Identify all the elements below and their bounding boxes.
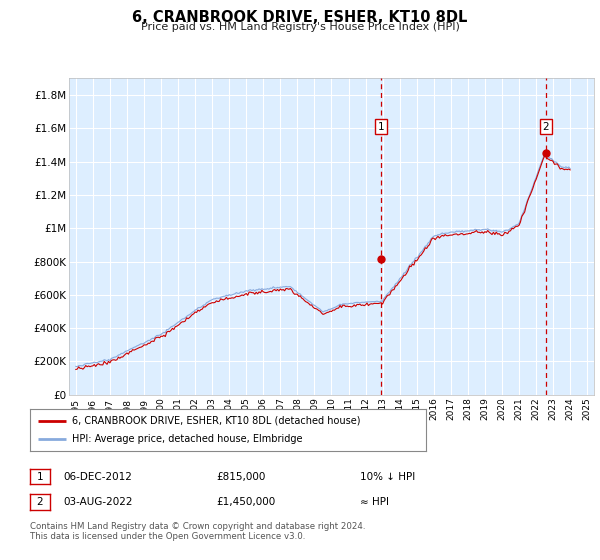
- Text: 6, CRANBROOK DRIVE, ESHER, KT10 8DL: 6, CRANBROOK DRIVE, ESHER, KT10 8DL: [133, 10, 467, 25]
- Text: 1: 1: [37, 472, 43, 482]
- Text: 6, CRANBROOK DRIVE, ESHER, KT10 8DL (detached house): 6, CRANBROOK DRIVE, ESHER, KT10 8DL (det…: [71, 416, 360, 426]
- Text: 10% ↓ HPI: 10% ↓ HPI: [360, 472, 415, 482]
- Text: £815,000: £815,000: [216, 472, 265, 482]
- Text: 1: 1: [378, 122, 385, 132]
- Text: 06-DEC-2012: 06-DEC-2012: [63, 472, 132, 482]
- Text: 2: 2: [542, 122, 549, 132]
- Text: Contains HM Land Registry data © Crown copyright and database right 2024.
This d: Contains HM Land Registry data © Crown c…: [30, 522, 365, 542]
- Text: 2: 2: [37, 497, 43, 507]
- Text: ≈ HPI: ≈ HPI: [360, 497, 389, 507]
- Text: £1,450,000: £1,450,000: [216, 497, 275, 507]
- Text: HPI: Average price, detached house, Elmbridge: HPI: Average price, detached house, Elmb…: [71, 434, 302, 444]
- Text: 03-AUG-2022: 03-AUG-2022: [63, 497, 133, 507]
- Text: Price paid vs. HM Land Registry's House Price Index (HPI): Price paid vs. HM Land Registry's House …: [140, 22, 460, 32]
